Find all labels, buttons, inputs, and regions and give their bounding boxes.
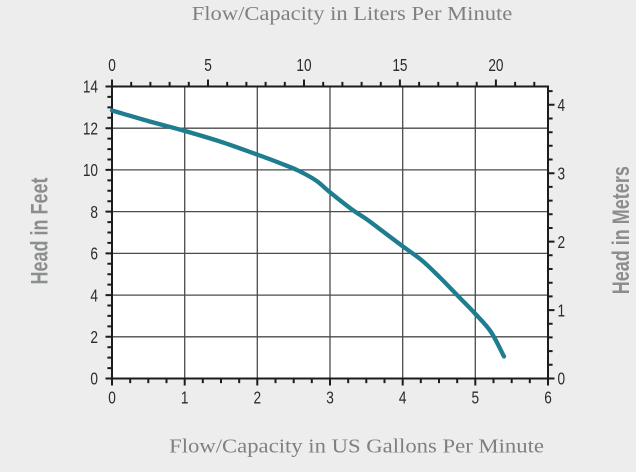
svg-text:2: 2 [558,233,566,252]
svg-text:1: 1 [181,389,189,408]
svg-text:Flow/Capacity in US Gallons Pe: Flow/Capacity in US Gallons Per Minute [169,435,544,457]
svg-text:6: 6 [544,389,552,408]
svg-text:0: 0 [90,370,98,389]
svg-text:6: 6 [90,245,98,264]
svg-text:3: 3 [326,389,334,408]
svg-text:4: 4 [399,389,407,408]
svg-text:2: 2 [90,329,98,348]
svg-text:Flow/Capacity in Liters Per Mi: Flow/Capacity in Liters Per Minute [192,2,512,25]
svg-text:14: 14 [83,78,98,97]
svg-text:10: 10 [296,57,311,76]
svg-text:15: 15 [392,57,407,76]
svg-text:1: 1 [558,302,566,321]
svg-text:0: 0 [108,389,116,408]
svg-text:0: 0 [558,370,566,389]
svg-text:5: 5 [472,389,480,408]
svg-text:Head in Feet: Head in Feet [26,177,53,284]
svg-text:10: 10 [83,162,98,181]
svg-text:8: 8 [90,203,98,222]
svg-text:5: 5 [204,57,212,76]
svg-text:4: 4 [558,97,566,116]
svg-text:12: 12 [83,120,98,139]
svg-text:4: 4 [90,287,98,306]
svg-text:20: 20 [488,57,503,76]
svg-text:Head in Meters: Head in Meters [608,166,635,294]
svg-text:2: 2 [254,389,262,408]
svg-text:3: 3 [558,165,566,184]
svg-text:0: 0 [108,57,116,76]
